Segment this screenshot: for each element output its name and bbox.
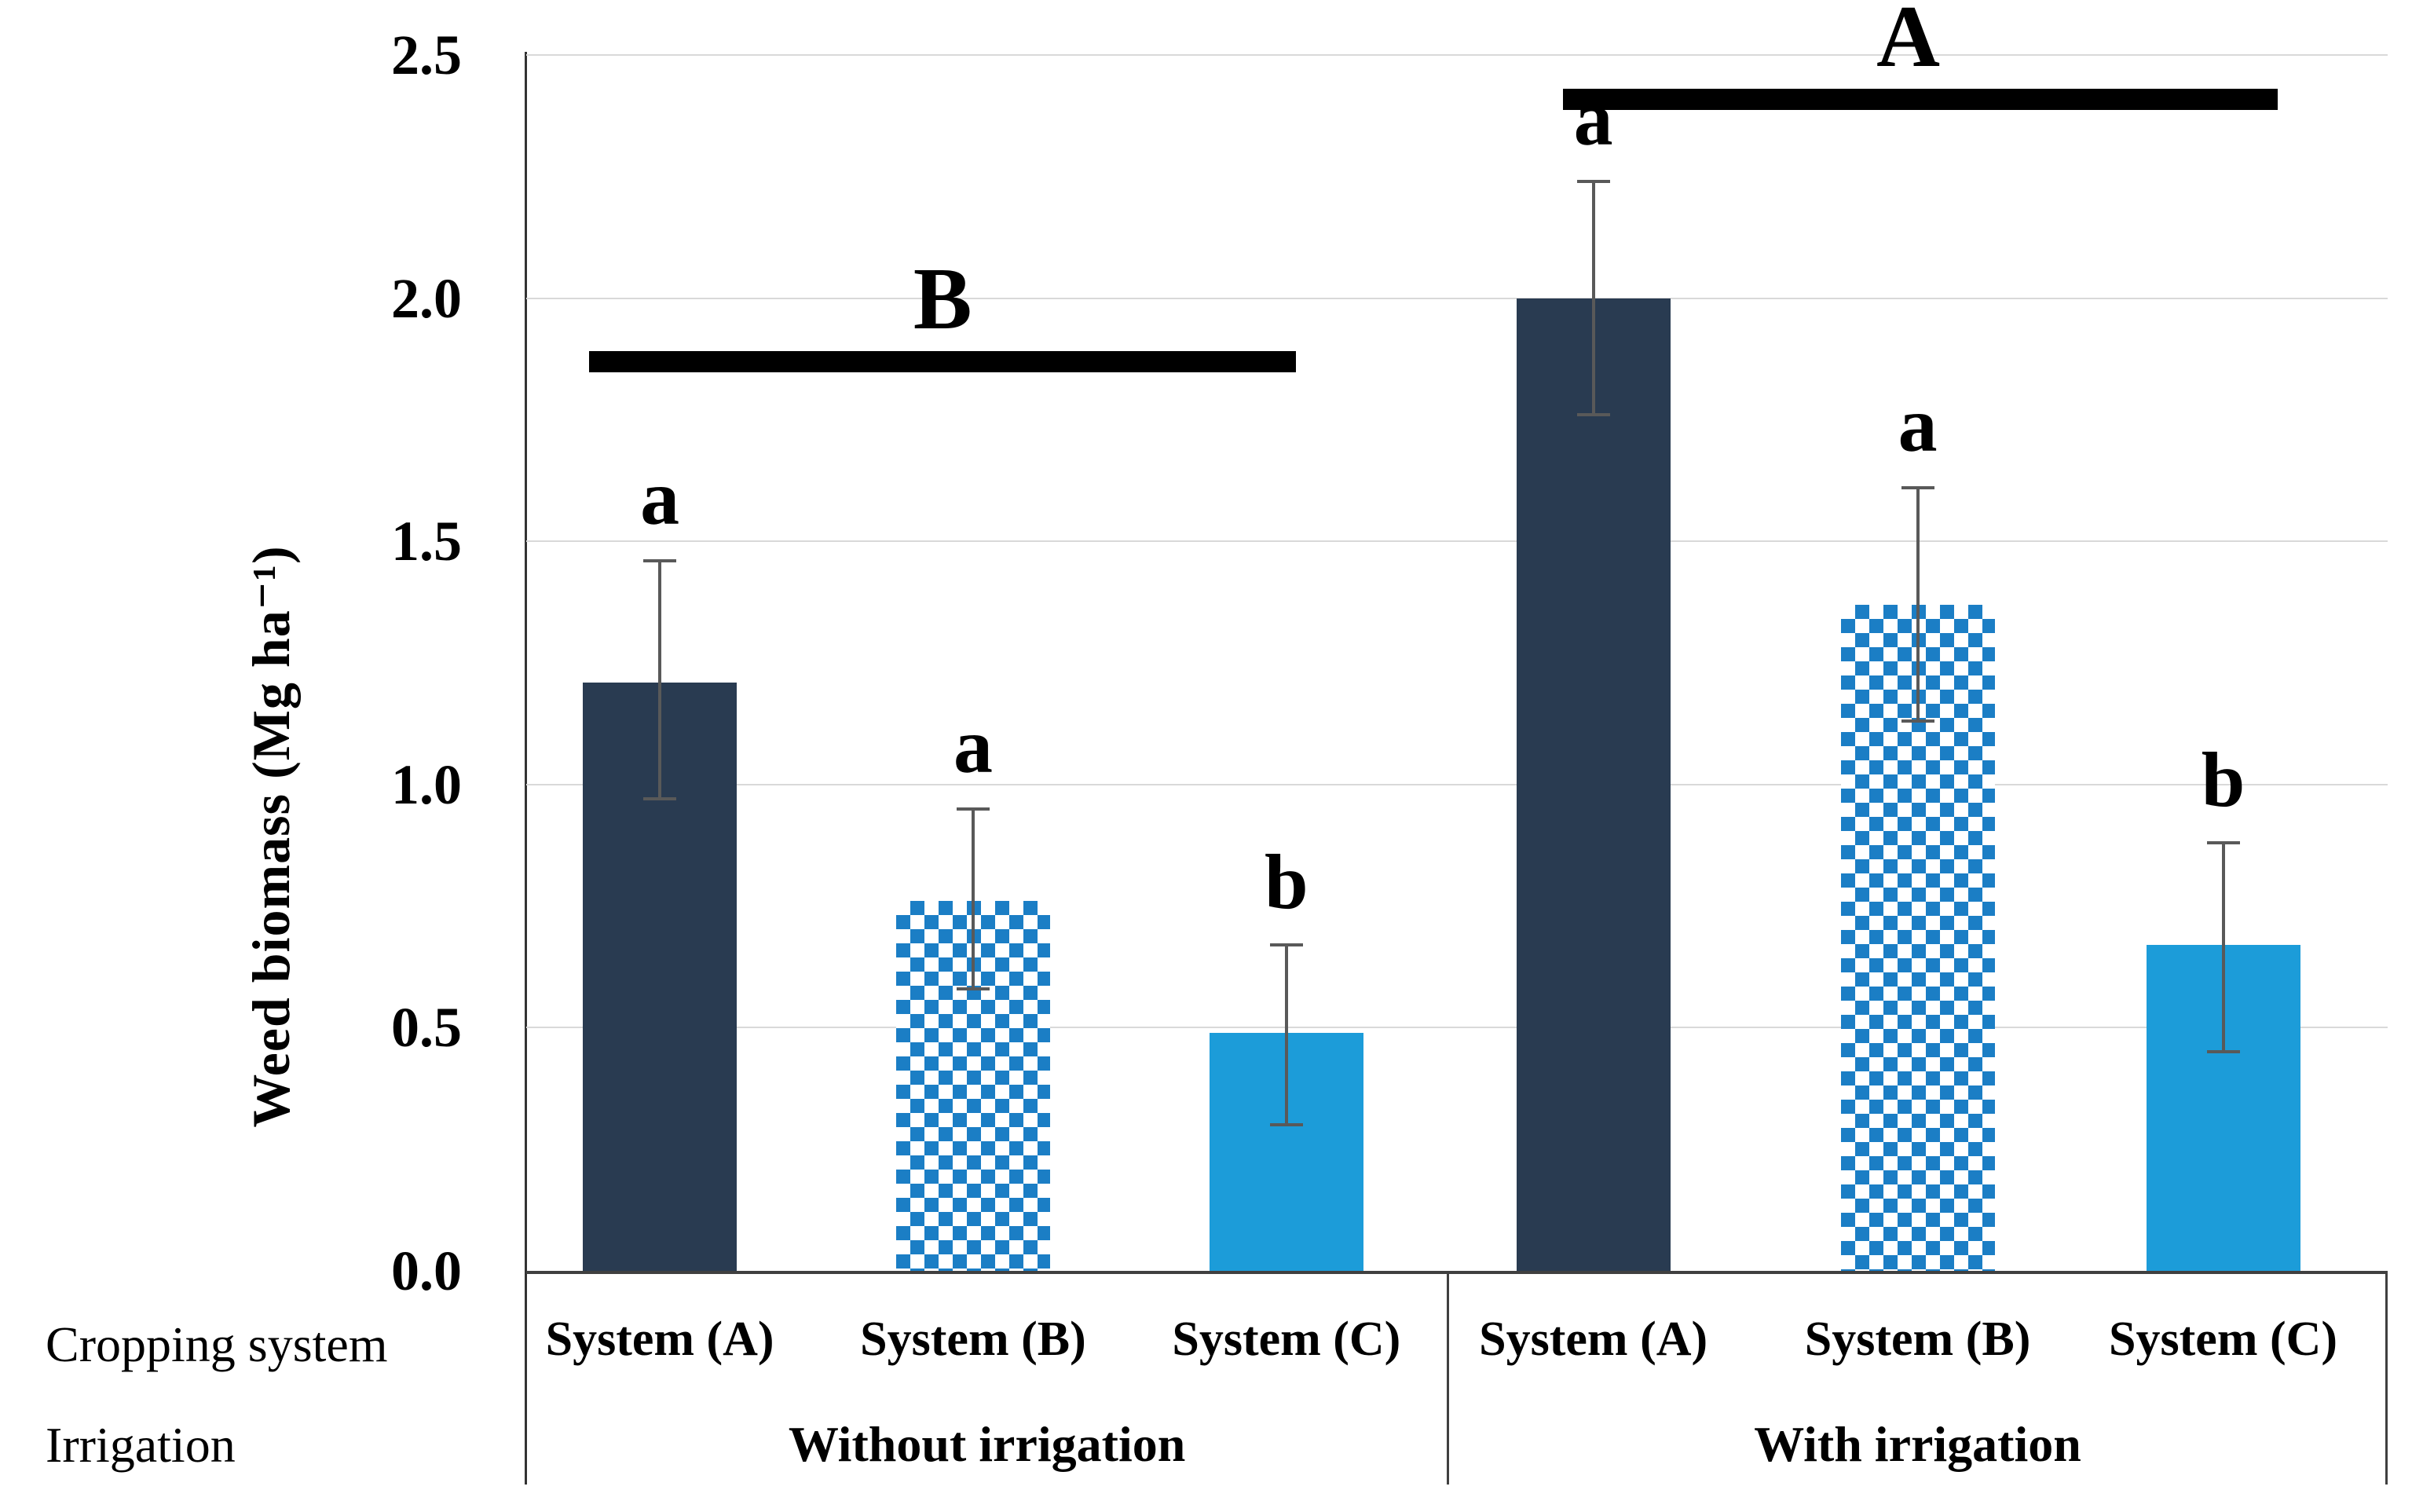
error-bar-cap-bottom bbox=[956, 987, 990, 990]
row-header-irrigation: Irrigation bbox=[46, 1417, 236, 1473]
significance-bar bbox=[588, 351, 1296, 373]
system-label: System (B) bbox=[1804, 1312, 2031, 1366]
x-axis-table: System (A) System (B) System (C) Without ir… bbox=[526, 1274, 2388, 1485]
gridline bbox=[526, 54, 2388, 56]
y-tick-label: 0.0 bbox=[391, 1239, 462, 1302]
error-bar-line bbox=[971, 808, 975, 989]
error-bar-line bbox=[658, 560, 662, 800]
gridline bbox=[526, 540, 2388, 543]
y-axis-line bbox=[525, 52, 527, 1485]
bar-significance-letter: a bbox=[1573, 74, 1613, 162]
row-header-cropping-system: Cropping system bbox=[46, 1316, 388, 1372]
error-bar-line bbox=[1916, 488, 1920, 722]
y-tick-label: 0.5 bbox=[391, 996, 462, 1060]
bar-significance-letter: b bbox=[1265, 838, 1308, 926]
table-right-border bbox=[2385, 1274, 2388, 1485]
system-label: System (B) bbox=[860, 1312, 1086, 1366]
irrigation-group-label: With irrigation bbox=[1754, 1416, 2081, 1472]
gridline bbox=[526, 1027, 2388, 1029]
error-bar-cap-bottom bbox=[643, 797, 677, 801]
error-bar-line bbox=[2221, 843, 2225, 1053]
gridline bbox=[526, 297, 2388, 299]
y-tick-label: 2.0 bbox=[391, 266, 462, 330]
error-bar-cap-top bbox=[1269, 943, 1303, 947]
bar-significance-letter: a bbox=[953, 701, 993, 789]
system-label: System (A) bbox=[545, 1312, 774, 1366]
y-tick-label: 2.5 bbox=[391, 24, 462, 86]
error-bar-cap-bottom bbox=[1901, 719, 1934, 723]
error-bar-cap-bottom bbox=[1576, 413, 1610, 417]
y-tick-label: 1.0 bbox=[391, 752, 462, 816]
error-bar-line bbox=[1284, 945, 1288, 1126]
gridline bbox=[526, 783, 2388, 785]
system-label: System (A) bbox=[1479, 1312, 1708, 1366]
system-label: System (C) bbox=[1172, 1312, 1401, 1366]
error-bar-cap-bottom bbox=[1269, 1123, 1303, 1127]
significance-letter: B bbox=[913, 251, 972, 349]
error-bar-line bbox=[1591, 181, 1595, 416]
error-bar-cap-top bbox=[956, 807, 990, 811]
y-tick-label: 1.5 bbox=[391, 510, 462, 573]
error-bar-cap-top bbox=[643, 558, 677, 562]
bar-significance-letter: a bbox=[640, 453, 680, 541]
error-bar-cap-top bbox=[2206, 841, 2240, 845]
table-divider-line bbox=[1447, 1274, 1450, 1485]
irrigation-group-label: Without irrigation bbox=[788, 1416, 1186, 1472]
system-label: System (C) bbox=[2109, 1312, 2338, 1366]
significance-bar bbox=[1563, 88, 2278, 110]
error-bar-cap-bottom bbox=[2206, 1050, 2240, 1054]
bar-significance-letter: b bbox=[2201, 736, 2245, 824]
error-bar-cap-top bbox=[1576, 179, 1610, 183]
bar-significance-letter: a bbox=[1898, 381, 1938, 469]
bar-system-a--with-irrigation bbox=[1516, 298, 1671, 1271]
significance-letter: A bbox=[1876, 0, 1941, 86]
error-bar-cap-top bbox=[1901, 486, 1934, 490]
